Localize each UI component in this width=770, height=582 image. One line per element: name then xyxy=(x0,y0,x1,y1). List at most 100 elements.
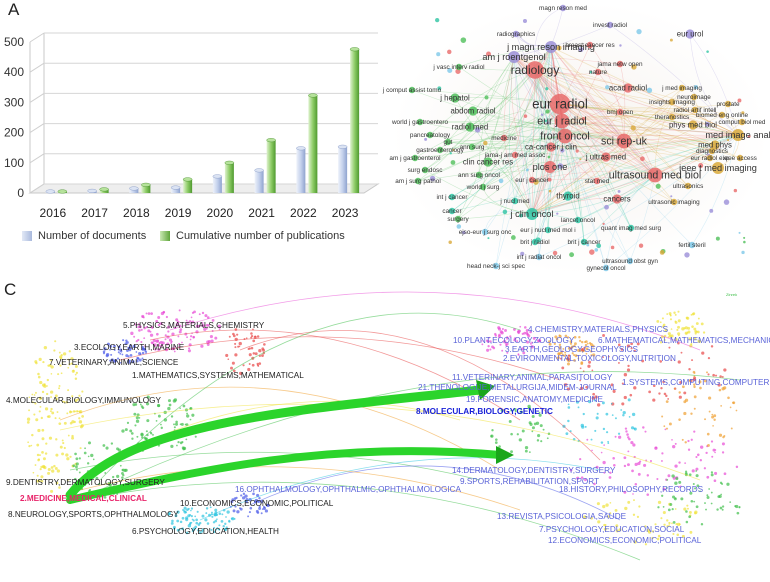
overlay-dot xyxy=(181,341,183,344)
overlay-dot xyxy=(588,400,592,404)
overlay-dot xyxy=(261,508,264,510)
overlay-dot xyxy=(647,530,652,534)
network-node xyxy=(546,142,556,152)
overlay-dot xyxy=(117,351,120,354)
overlay-dot xyxy=(738,506,741,509)
overlay-dot xyxy=(628,437,631,441)
overlay-dot xyxy=(564,353,567,356)
overlay-dot xyxy=(184,511,187,514)
overlay-dot xyxy=(529,330,532,334)
overlay-dot xyxy=(510,409,513,412)
network-edge xyxy=(559,103,723,116)
overlay-dot xyxy=(596,403,601,407)
network-node-minor xyxy=(424,137,428,141)
overlay-dot xyxy=(98,482,101,486)
network-edge xyxy=(629,174,656,262)
network-edge xyxy=(605,174,656,269)
overlay-dot xyxy=(204,518,208,522)
overlay-dot xyxy=(636,515,640,519)
overlay-dot xyxy=(573,335,577,339)
overlay-dot xyxy=(130,347,133,350)
overlay-dot xyxy=(170,415,174,418)
y-tick-label: 200 xyxy=(4,126,24,140)
network-node xyxy=(627,224,635,232)
right-cluster-label: 8.MOLECULAR,BIOLOGY,GENETIC xyxy=(416,407,553,416)
overlay-dot xyxy=(708,410,711,413)
overlay-dot xyxy=(146,419,150,423)
overlay-dot xyxy=(218,528,221,531)
overlay-dot xyxy=(174,345,177,348)
overlay-dot xyxy=(185,438,188,441)
overlay-dot xyxy=(690,313,693,316)
overlay-dot xyxy=(31,393,34,396)
overlay-dot xyxy=(65,401,69,404)
overlay-dot xyxy=(603,523,606,527)
network-edge xyxy=(619,63,626,142)
network-node xyxy=(586,41,594,49)
network-edge xyxy=(534,69,711,159)
overlay-dot xyxy=(154,348,157,351)
network-edge xyxy=(484,211,533,233)
overlay-dot xyxy=(175,318,179,322)
overlay-dot xyxy=(488,336,491,339)
network-node-minor xyxy=(518,213,523,218)
overlay-dot xyxy=(240,494,243,497)
overlay-dot xyxy=(31,433,34,437)
network-edge xyxy=(424,169,533,215)
overlay-dot xyxy=(258,507,262,511)
right-cluster-label: 9.SPORTS,REHABILITATION,SPORT xyxy=(460,477,599,486)
network-node-minor xyxy=(693,85,698,90)
network-node xyxy=(411,154,419,162)
network-edge xyxy=(414,135,566,159)
overlay-dot xyxy=(670,359,673,362)
network-node-minor xyxy=(733,188,738,193)
overlay-dot xyxy=(575,400,580,404)
overlay-dot xyxy=(684,462,687,465)
overlay-dot xyxy=(191,413,195,417)
overlay-dot xyxy=(211,515,214,518)
network-node-label: jama-j am med assoc xyxy=(484,152,547,159)
overlay-dot xyxy=(646,493,650,496)
network-edge xyxy=(534,69,739,136)
right-cluster-label: 18.HISTORY,PHILOSOPHY,RECORDS xyxy=(559,485,704,494)
network-node xyxy=(732,129,744,141)
overlay-dot xyxy=(567,403,570,406)
overlay-dot xyxy=(567,406,571,409)
overlay-dot xyxy=(584,425,587,428)
overlay-dot xyxy=(75,371,78,374)
overlay-dot xyxy=(61,400,64,403)
overlay-dot xyxy=(537,434,541,438)
overlay-dot xyxy=(671,522,673,525)
network-edge xyxy=(514,140,625,202)
overlay-dot xyxy=(609,501,612,504)
overlay-dot xyxy=(614,435,617,438)
overlay-dot xyxy=(67,366,70,369)
overlay-dot xyxy=(232,509,236,513)
network-node-minor xyxy=(610,245,615,250)
overlay-dot xyxy=(234,353,238,357)
overlay-dot xyxy=(489,340,492,343)
overlay-trajectory xyxy=(59,403,701,481)
overlay-dot xyxy=(258,349,262,353)
overlay-dot xyxy=(714,471,718,475)
network-node-minor xyxy=(723,199,730,205)
overlay-dot xyxy=(615,529,619,533)
overlay-dot xyxy=(577,406,580,409)
network-edge xyxy=(609,24,739,136)
network-node-minor xyxy=(484,95,489,100)
x-tick-label: 2023 xyxy=(332,206,359,220)
overlay-dot xyxy=(657,506,660,509)
overlay-dot xyxy=(663,392,667,396)
overlay-dot xyxy=(677,342,680,345)
overlay-dot xyxy=(538,413,542,417)
bar-documents xyxy=(296,148,306,193)
right-cluster-label: 1.SYSTEMS,COMPUTING,COMPUTER xyxy=(622,378,769,387)
overlay-dot xyxy=(601,401,605,405)
network-edge xyxy=(513,56,566,137)
overlay-dot xyxy=(652,398,656,402)
overlay-dot xyxy=(231,517,235,521)
overlay-dot xyxy=(668,524,671,526)
overlay-dot xyxy=(244,494,248,498)
overlay-dot xyxy=(706,495,710,499)
network-edge xyxy=(484,120,563,233)
